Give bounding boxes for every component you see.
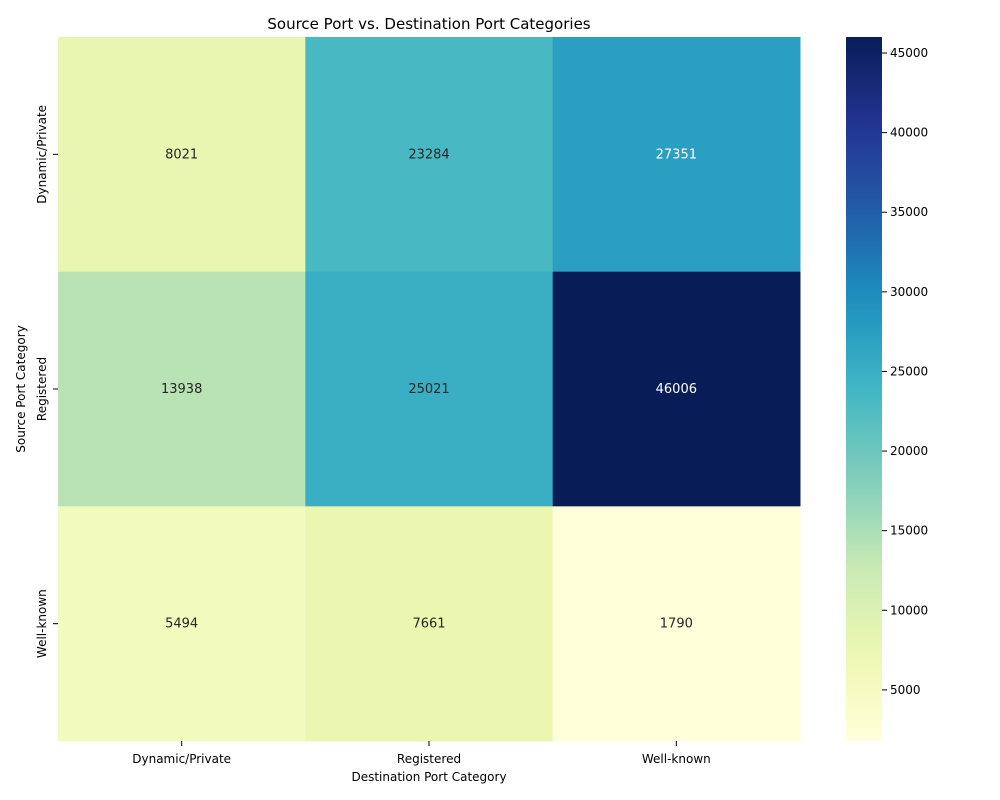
colorbar-tick-label: 25000 <box>890 364 928 378</box>
y-axis-label: Source Port Category <box>14 325 28 452</box>
cell-value-label: 5494 <box>165 617 198 632</box>
y-tick-label: Dynamic/Private <box>35 105 49 204</box>
colorbar-tick-label: 35000 <box>890 205 928 219</box>
colorbar-axis: 5000 10000 15000 20000 25000 30000 35000 40000 4… <box>882 46 928 697</box>
colorbar-tick-label: 5000 <box>890 683 921 697</box>
x-tick-label: Well-known <box>642 752 711 766</box>
cell-value-label: 25021 <box>408 382 449 397</box>
cell-value-label: 8021 <box>165 147 198 162</box>
heatmap-cell <box>58 271 306 507</box>
cell-value-label: 46006 <box>656 382 697 397</box>
colorbar-tick-label: 15000 <box>890 524 928 538</box>
y-axis: Dynamic/Private Registered Well-known <box>35 105 58 658</box>
heatmap-cell <box>305 506 554 742</box>
heatmap-cell <box>552 271 801 507</box>
heatmap-cell <box>58 37 306 273</box>
colorbar <box>846 37 882 741</box>
x-axis-label: Destination Port Category <box>351 770 506 784</box>
cell-value-label: 7661 <box>412 617 445 632</box>
y-tick-label: Well-known <box>35 589 49 658</box>
cell-value-label: 13938 <box>161 382 202 397</box>
heatmap-cell <box>305 37 554 273</box>
heatmap-cell <box>552 506 801 742</box>
colorbar-tick-label: 30000 <box>890 285 928 299</box>
x-tick-label: Dynamic/Private <box>132 752 231 766</box>
heatmap-cells: 8021 23284 27351 13938 25021 46006 5494 7661 179… <box>58 37 801 742</box>
chart-title: Source Port vs. Destination Port Categor… <box>267 15 590 33</box>
cell-value-label: 1790 <box>660 617 693 632</box>
cell-value-label: 27351 <box>656 147 697 162</box>
colorbar-tick-label: 20000 <box>890 444 928 458</box>
y-tick-label: Registered <box>35 357 49 421</box>
colorbar-tick-label: 10000 <box>890 603 928 617</box>
colorbar-tick-label: 40000 <box>890 126 928 140</box>
heatmap-cell <box>305 271 554 507</box>
x-axis: Dynamic/Private Registered Well-known <box>132 741 711 766</box>
cell-value-label: 23284 <box>408 147 449 162</box>
x-tick-label: Registered <box>397 752 461 766</box>
heatmap-cell <box>552 37 801 273</box>
heatmap-cell <box>58 506 306 742</box>
colorbar-tick-label: 45000 <box>890 46 928 60</box>
